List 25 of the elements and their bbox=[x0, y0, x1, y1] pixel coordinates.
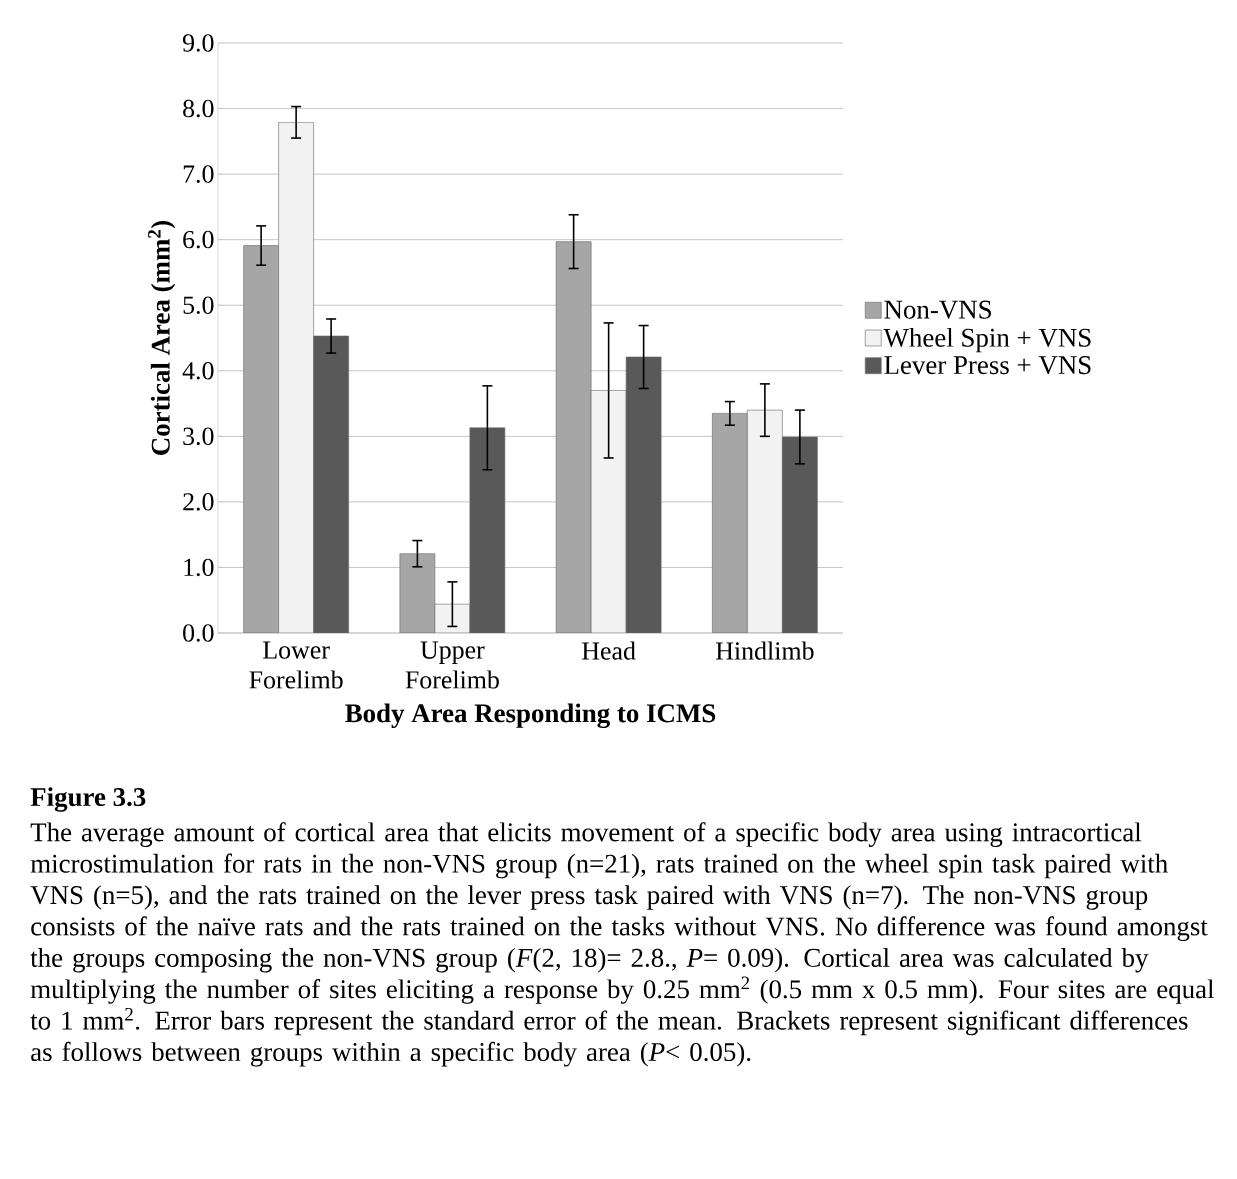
bar bbox=[625, 356, 662, 633]
y-tick-label: 1.0 bbox=[184, 558, 214, 577]
x-tick-label: Upper Forelimb bbox=[405, 641, 499, 689]
legend-label: Lever Press + VNS bbox=[884, 356, 1091, 375]
bar bbox=[782, 436, 818, 633]
y-tick-label: 9.0 bbox=[182, 34, 214, 52]
legend-label: Non-VNS bbox=[884, 300, 991, 319]
y-tick-label: 3.0 bbox=[183, 427, 214, 446]
y-axis-title: Cortical Area (mm$^{2}$) bbox=[148, 220, 176, 455]
text: Figure 3.3 bbox=[30, 787, 146, 812]
x-tick-label: Head bbox=[582, 641, 636, 660]
y-tick-label: 2.0 bbox=[183, 493, 214, 511]
y-tick-label: 8.0 bbox=[183, 99, 214, 118]
y-tick-label: 0.0 bbox=[183, 624, 214, 642]
y-tick-label: 5.0 bbox=[183, 296, 214, 315]
x-tick-label: Lower Forelimb bbox=[249, 641, 343, 689]
bar bbox=[469, 427, 506, 633]
x-axis-title: Body Area Responding to ICMS bbox=[345, 703, 716, 729]
y-tick-label: 4.0 bbox=[182, 361, 214, 380]
legend-label: Wheel Spin + VNS bbox=[883, 327, 1091, 353]
x-tick-label: Hindlimb bbox=[715, 641, 814, 660]
y-tick-label: 7.0 bbox=[183, 165, 214, 183]
text: The average amount of cortical area that elicits movement of a specific body area using intracortical microstimulation for rats in the non-VNS group (n=21), rats trained on the wheel spin task paired with VNS (n=5), and the rats trained on the lever press task paired with VNS (n=7). The non-VNS group consists of the naïve rats and the rats trained on the tasks without VNS. No difference was found amongst the groups composing the non-VNS group (F(2, 18)= 2.8., P= 0.09). Cortical area was calculated by multiplying the number of sites eliciting a response by 0.25 mm$^{2}$ (0.5 mm x 0.5 mm). Four sites are equal to 1 mm$^{2}$. Error bars represent the standard error of the mean. Brackets represent significant differences as follows between groups within a specific body area (P< 0.05). bbox=[30, 822, 1215, 1067]
bar bbox=[313, 335, 349, 633]
y-tick-label: 6.0 bbox=[183, 230, 214, 249]
